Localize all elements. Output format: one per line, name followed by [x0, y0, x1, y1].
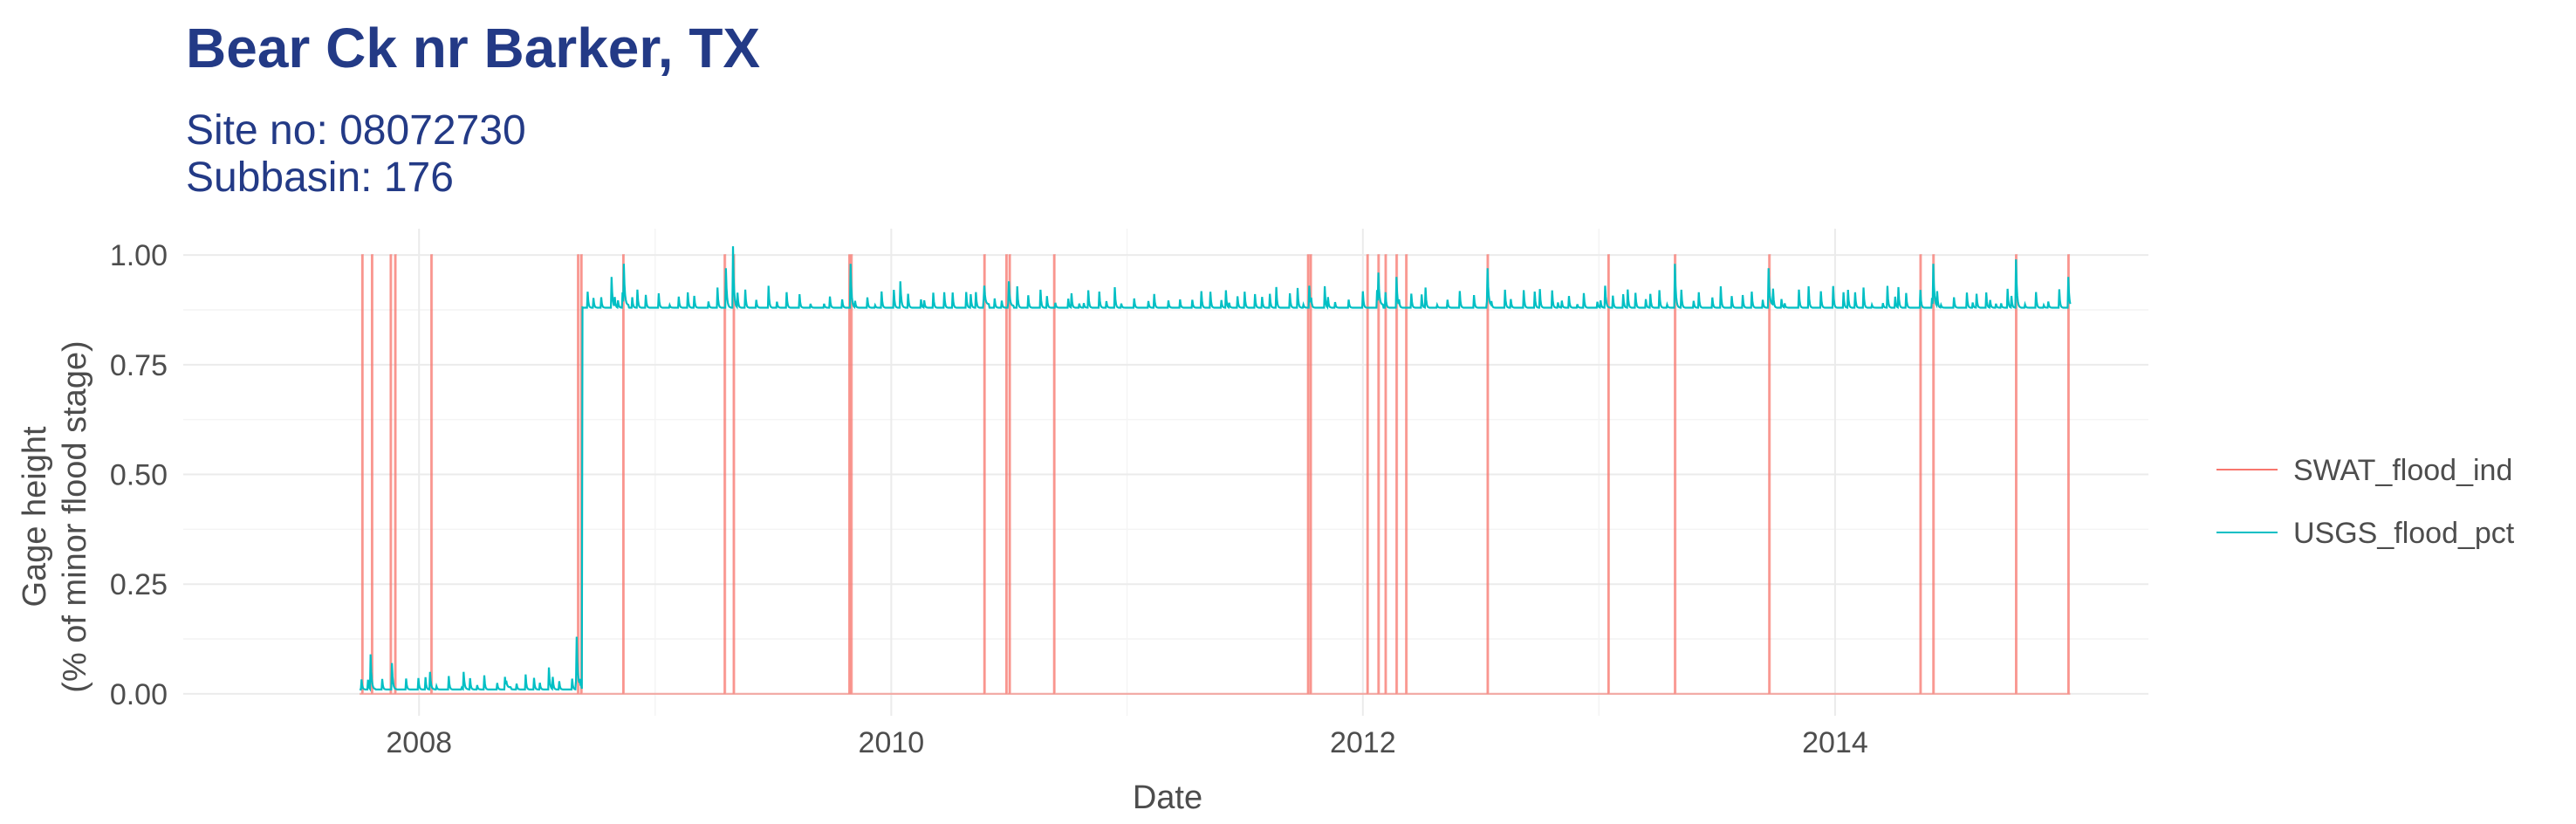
chart-subtitle-subbasin: Subbasin: 176 [186, 154, 454, 201]
x-tick-label: 2008 [386, 726, 452, 759]
y-tick-label: 0.00 [110, 678, 168, 711]
x-tick-label: 2010 [859, 726, 925, 759]
y-tick-label: 0.25 [110, 568, 168, 601]
chart-title: Bear Ck nr Barker, TX [186, 17, 761, 79]
legend-label-usgs-flood-pct: USGS_flood_pct [2293, 517, 2515, 550]
x-axis: 2008 2010 2012 2014 [386, 726, 1867, 759]
x-tick-label: 2012 [1330, 726, 1396, 759]
y-axis-title-line-2: (% of minor flood stage) [57, 340, 93, 692]
y-axis-title-line-1: Gage height [17, 426, 53, 607]
y-axis: 0.00 0.25 0.50 0.75 1.00 [110, 239, 168, 711]
x-axis-title: Date [1133, 779, 1202, 816]
usgs-flood-pct-line [360, 246, 2072, 692]
series-usgs-flood-pct [360, 246, 2072, 692]
x-tick-label: 2014 [1802, 726, 1868, 759]
series-swat-flood-ind [360, 254, 2071, 695]
y-tick-label: 0.75 [110, 349, 168, 382]
y-tick-label: 1.00 [110, 239, 168, 272]
chart-subtitle-site: Site no: 08072730 [186, 107, 526, 154]
grid [183, 229, 2148, 716]
legend-label-swat-flood-ind: SWAT_flood_ind [2293, 454, 2512, 487]
y-tick-label: 0.50 [110, 459, 168, 492]
legend: SWAT_flood_ind USGS_flood_pct [2216, 454, 2515, 550]
